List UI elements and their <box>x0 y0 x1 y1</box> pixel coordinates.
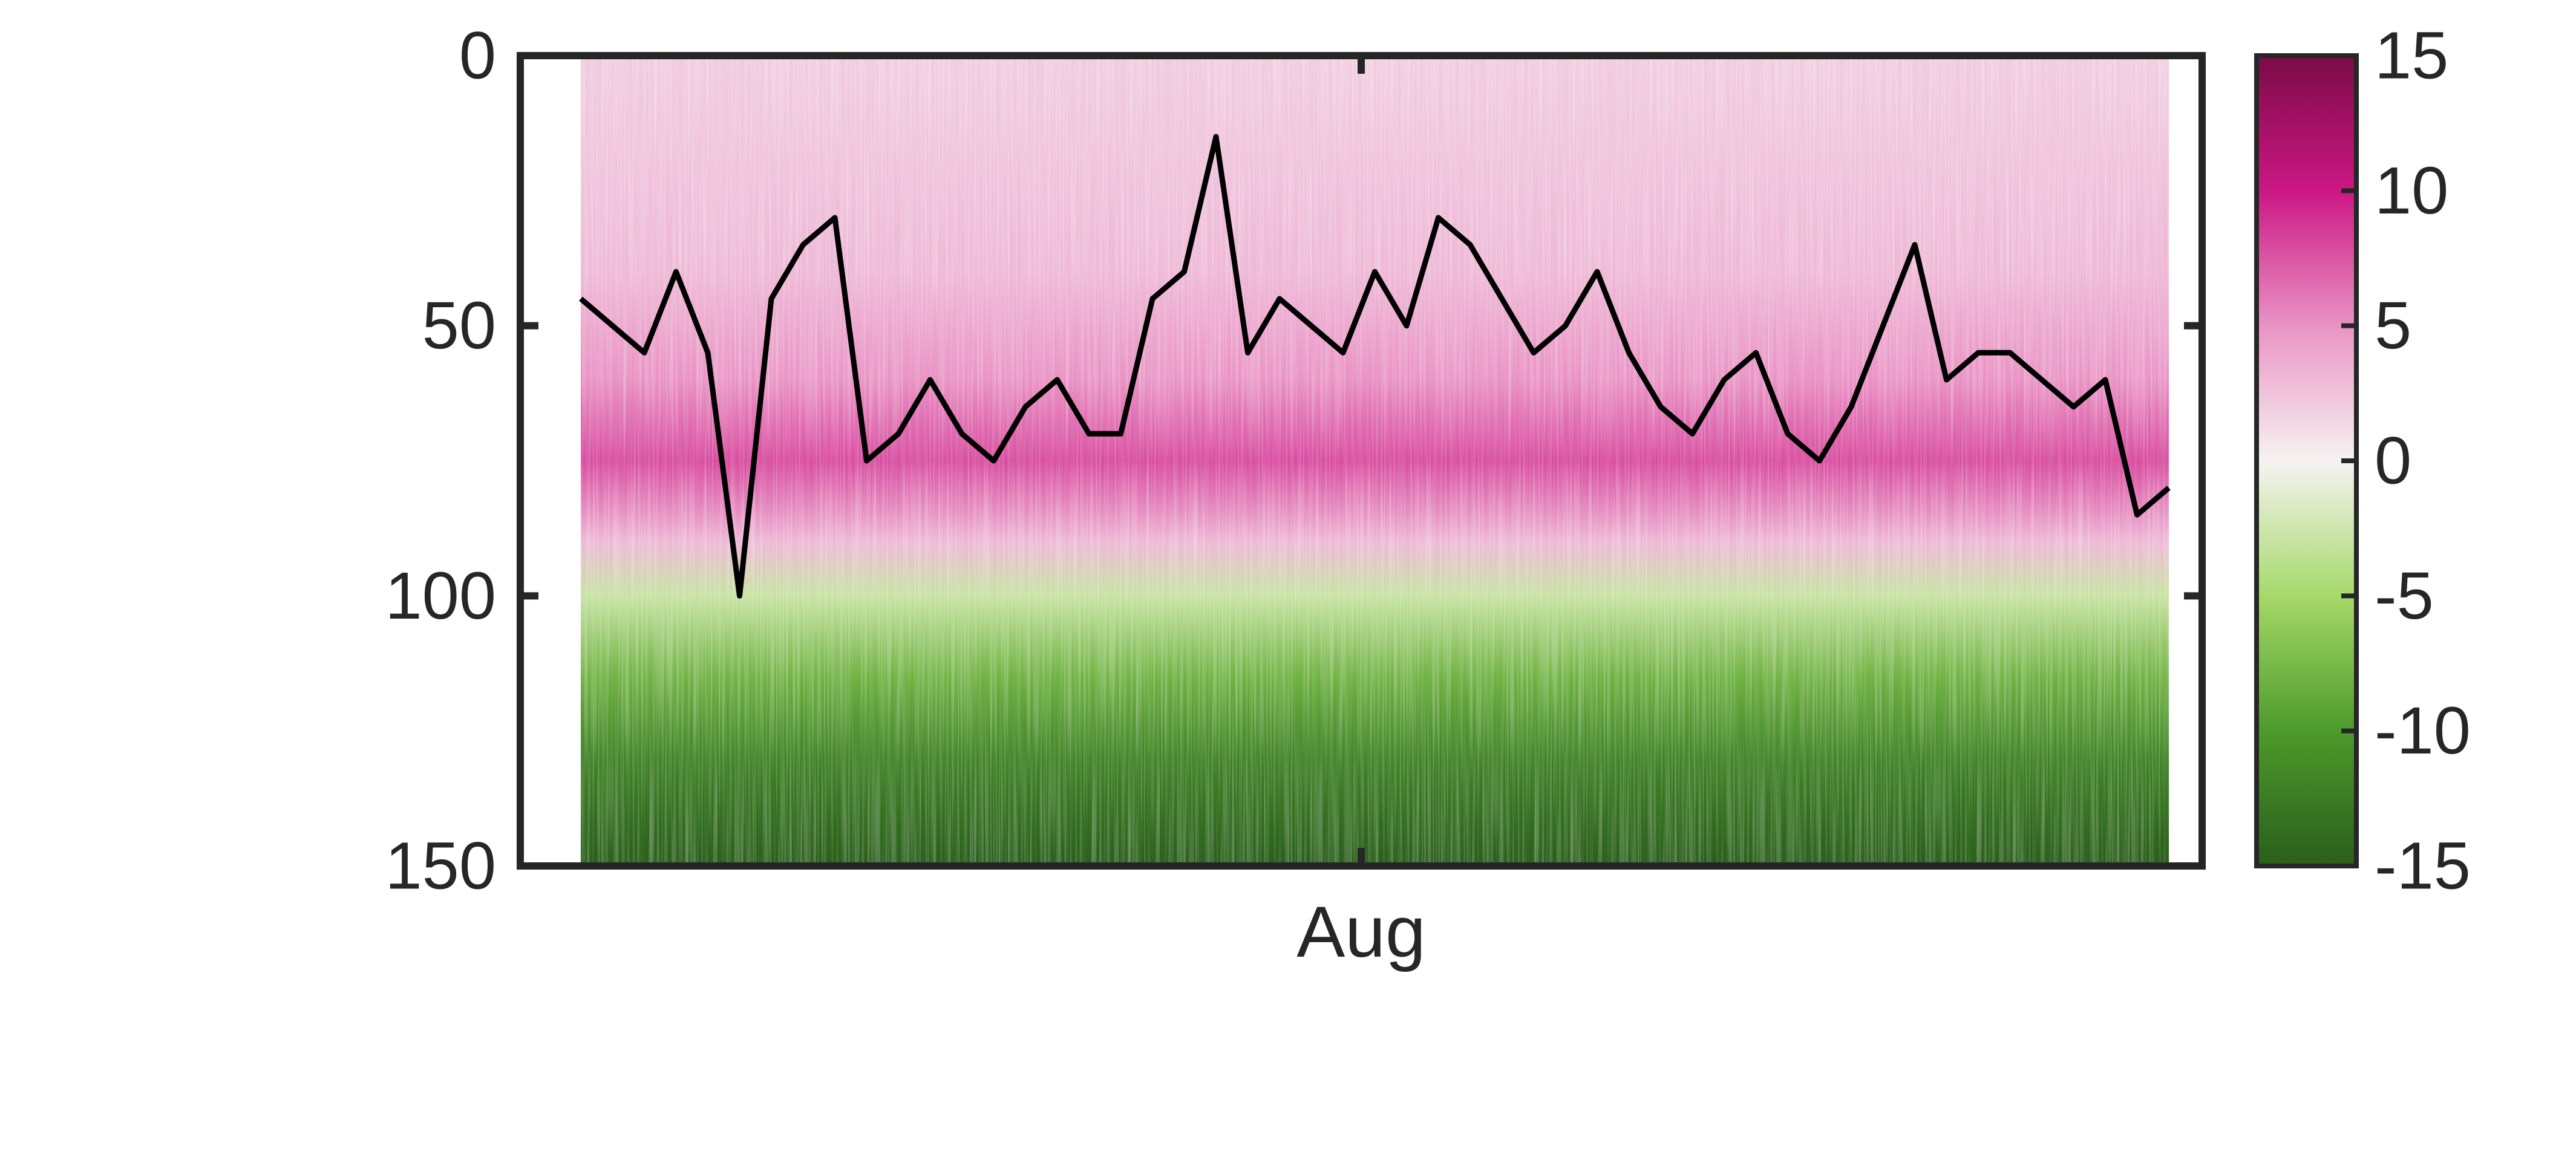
colorbar: 15 10 5 0 -5 -10 -15 <box>2254 19 2471 903</box>
colorbar-tick-label: -5 <box>2375 559 2434 633</box>
heatmap <box>579 56 2171 866</box>
series-line-0 <box>579 134 2171 599</box>
colorbar-tick-label: -10 <box>2375 694 2471 768</box>
plot-area <box>520 56 2202 866</box>
colorbar-scale <box>2254 53 2359 868</box>
y-tick-label: 0 <box>459 19 496 93</box>
colorbar-tick-label: 0 <box>2375 424 2411 498</box>
colorbar-tick-label: -15 <box>2375 829 2471 903</box>
colorbar-tick-label: 15 <box>2375 19 2448 93</box>
y-tick-label: 100 <box>385 559 496 633</box>
heatmap-texture <box>581 56 2169 866</box>
y-tick-label: 150 <box>385 829 496 903</box>
colorbar-tick-label: 10 <box>2375 154 2448 228</box>
axes: 0 50 100 150 Aug <box>385 19 2206 972</box>
colorbar-tick-label: 5 <box>2375 288 2411 363</box>
x-tick-label: Aug <box>1296 891 1426 972</box>
y-tick-label: 50 <box>422 288 496 363</box>
